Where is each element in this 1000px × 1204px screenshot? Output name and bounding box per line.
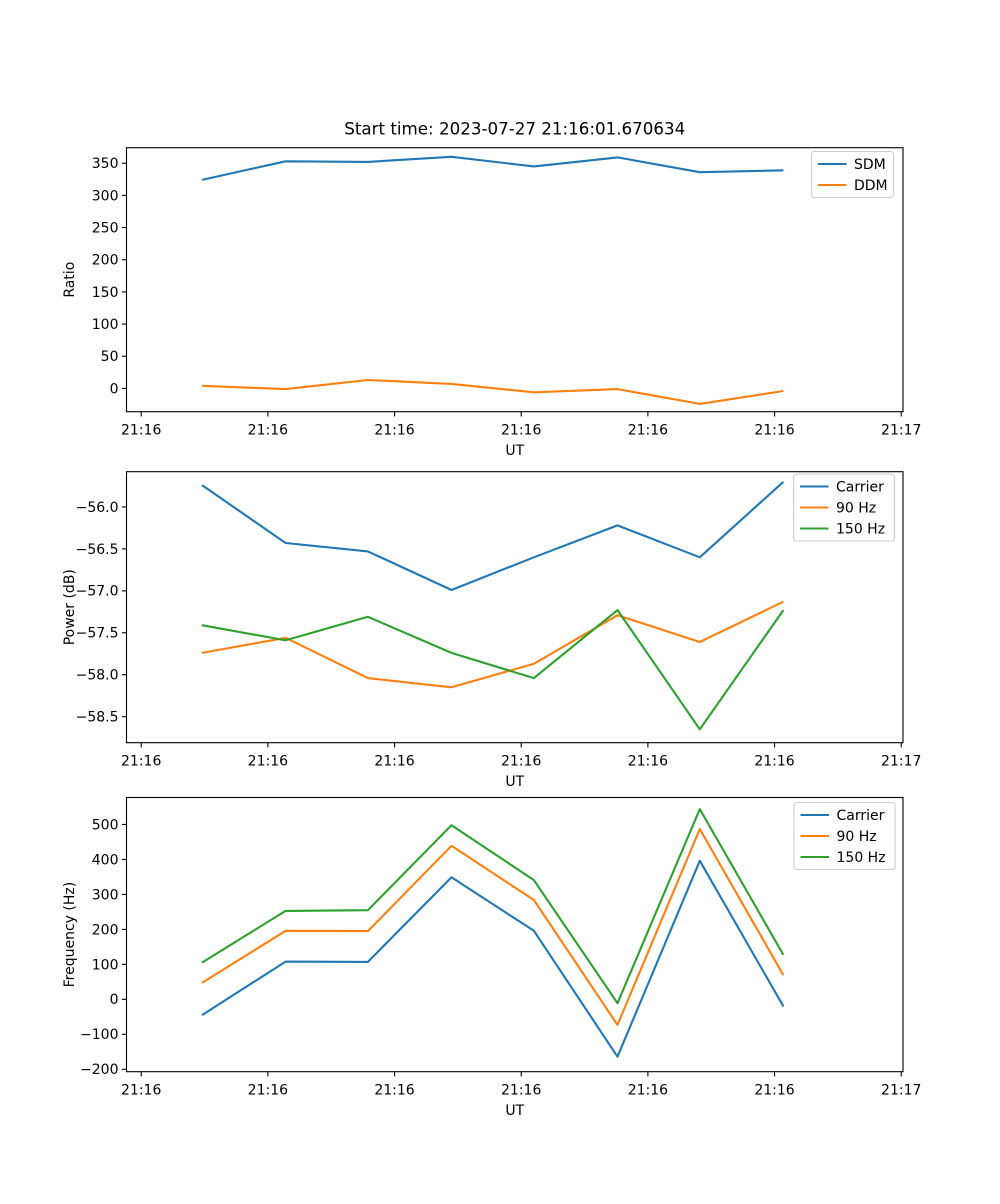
subplot-1: 21:16 21:16 21:16 21:16 21:16 21:16 21:17 0 50 10… bbox=[62, 147, 921, 459]
x-tick-label: 21:16 bbox=[248, 753, 288, 769]
legend-entry-label: 150 Hz bbox=[837, 850, 886, 866]
subplot-2: 21:16 21:16 21:16 21:16 21:16 21:16 21:17 −56.0… bbox=[62, 471, 921, 790]
y-tick-label: 200 bbox=[92, 253, 119, 269]
legend-entry-label: Carrier bbox=[836, 479, 884, 495]
y-axis-label: Frequency (Hz) bbox=[62, 882, 78, 988]
y-tick-label: −58.0 bbox=[76, 668, 119, 684]
legend-box bbox=[792, 473, 896, 542]
x-tick-label: 21:16 bbox=[754, 1082, 794, 1098]
legend-box bbox=[793, 801, 896, 871]
x-tick-label: 21:16 bbox=[121, 422, 161, 438]
series-line-90-hz bbox=[201, 827, 785, 1026]
y-tick-label: 200 bbox=[92, 922, 119, 938]
x-tick-label: 21:16 bbox=[121, 1082, 161, 1098]
legend-entry-label: 90 Hz bbox=[836, 500, 876, 516]
legend-entry-label: Carrier bbox=[837, 808, 885, 824]
y-tick-label: −57.5 bbox=[76, 626, 119, 642]
y-tick-label: 300 bbox=[92, 188, 119, 204]
y-tick-label: 150 bbox=[92, 285, 119, 301]
series-line-sdm bbox=[201, 155, 784, 181]
y-tick-label: −56.0 bbox=[76, 500, 119, 516]
x-tick-label: 21:16 bbox=[374, 1082, 414, 1098]
y-tick-label: 50 bbox=[101, 349, 119, 365]
x-axis-label: UT bbox=[505, 774, 524, 790]
series-line-carrier bbox=[201, 859, 785, 1058]
axes-background bbox=[126, 797, 903, 1072]
plots-container: 21:16 21:16 21:16 21:16 21:16 21:16 21:17 0 50 10… bbox=[62, 147, 921, 1119]
x-tick-label: 21:17 bbox=[881, 422, 921, 438]
x-tick-label: 21:16 bbox=[628, 753, 668, 769]
legend-entry-label: 150 Hz bbox=[836, 521, 885, 537]
series-line-ddm bbox=[201, 378, 784, 405]
y-tick-label: 300 bbox=[92, 887, 119, 903]
y-tick-label: −56.5 bbox=[76, 542, 119, 558]
legend: Carrier 90 Hz 150 Hz bbox=[792, 473, 896, 542]
y-tick-label: 350 bbox=[92, 156, 119, 172]
y-axis-label: Power (dB) bbox=[62, 569, 78, 645]
y-axis-label: Ratio bbox=[62, 262, 78, 298]
series-line-150-hz bbox=[201, 609, 785, 731]
series-line-carrier bbox=[201, 481, 785, 592]
y-tick-label: 0 bbox=[110, 992, 119, 1008]
legend-entry-label: DDM bbox=[854, 178, 888, 194]
legend-entry-label: 90 Hz bbox=[837, 829, 877, 845]
y-tick-label: 100 bbox=[92, 317, 119, 333]
x-tick-label: 21:16 bbox=[754, 422, 794, 438]
y-tick-label: −58.5 bbox=[76, 710, 119, 726]
y-tick-label: 400 bbox=[92, 852, 119, 868]
legend: Carrier 90 Hz 150 Hz bbox=[793, 801, 896, 871]
x-axis-label: UT bbox=[505, 443, 524, 459]
x-tick-label: 21:16 bbox=[374, 753, 414, 769]
series-line-90-hz bbox=[201, 600, 784, 689]
axes-frame bbox=[125, 796, 904, 1073]
y-tick-label: −200 bbox=[80, 1062, 118, 1078]
x-tick-label: 21:17 bbox=[881, 753, 921, 769]
axes-background bbox=[126, 147, 903, 412]
figure-title: Start time: 2023-07-27 21:16:01.670634 bbox=[344, 119, 685, 139]
y-tick-label: 500 bbox=[92, 817, 119, 833]
x-tick-label: 21:16 bbox=[501, 753, 541, 769]
x-tick-label: 21:16 bbox=[248, 1082, 288, 1098]
x-tick-label: 21:16 bbox=[628, 422, 668, 438]
subplot-3: 21:16 21:16 21:16 21:16 21:16 21:16 21:17 −200 −… bbox=[62, 796, 921, 1119]
axes-frame bbox=[125, 147, 904, 413]
y-tick-label: 100 bbox=[92, 957, 119, 973]
legend-entry-label: SDM bbox=[854, 157, 886, 173]
x-tick-label: 21:16 bbox=[501, 1082, 541, 1098]
x-tick-label: 21:16 bbox=[248, 422, 288, 438]
y-tick-label: 0 bbox=[110, 381, 119, 397]
y-tick-label: 250 bbox=[92, 220, 119, 236]
legend: SDM DDM bbox=[810, 150, 895, 199]
x-tick-label: 21:16 bbox=[121, 753, 161, 769]
x-tick-label: 21:16 bbox=[374, 422, 414, 438]
axes-frame bbox=[125, 471, 904, 744]
x-tick-label: 21:16 bbox=[754, 753, 794, 769]
y-tick-label: −100 bbox=[80, 1027, 118, 1043]
y-tick-label: −57.0 bbox=[76, 584, 119, 600]
x-tick-label: 21:16 bbox=[501, 422, 541, 438]
x-axis-label: UT bbox=[505, 1103, 524, 1119]
x-tick-label: 21:17 bbox=[881, 1082, 921, 1098]
x-tick-label: 21:16 bbox=[628, 1082, 668, 1098]
series-line-150-hz bbox=[201, 808, 785, 1005]
